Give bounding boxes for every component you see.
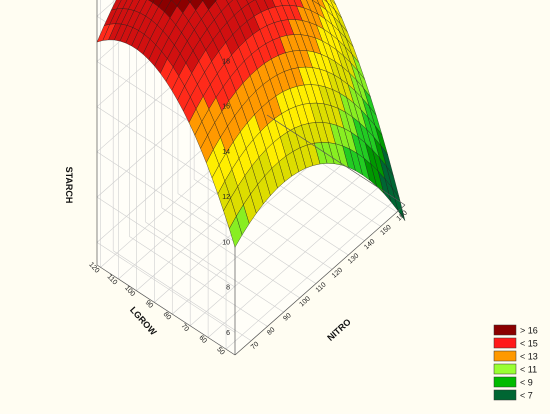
legend-label: < 9 xyxy=(520,378,533,388)
legend-swatch xyxy=(493,324,517,336)
legend: > 16 < 15 < 13 < 11 < 9 < 7 xyxy=(493,324,538,401)
box-edge xyxy=(234,204,406,356)
z-tick-label: 6 xyxy=(226,330,230,337)
z-gridline xyxy=(96,242,236,333)
z-tick-label: 18 xyxy=(222,59,230,66)
legend-label: < 13 xyxy=(520,352,538,362)
x-gridline xyxy=(161,207,300,299)
z-gridline xyxy=(96,196,236,288)
z-tick-label: 14 xyxy=(222,149,230,156)
x-gridline xyxy=(177,193,317,284)
y-gridline xyxy=(172,163,343,315)
y-gridline xyxy=(225,198,397,350)
x-tick-label: 90 xyxy=(282,312,293,322)
y-tick-label: 50 xyxy=(215,346,225,357)
z-tick-label: 8 xyxy=(226,285,230,292)
surface-cell xyxy=(229,215,243,248)
z-gridline xyxy=(96,106,236,197)
y-tick-label: 90 xyxy=(144,299,154,310)
legend-label: < 15 xyxy=(520,339,538,349)
x-gridline xyxy=(193,179,333,270)
y-tick-label: 80 xyxy=(162,311,172,322)
legend-swatch xyxy=(493,363,517,375)
legend-swatch xyxy=(493,389,517,401)
y-tick-label: 70 xyxy=(179,323,189,334)
legend-label: < 7 xyxy=(520,391,533,401)
legend-swatch xyxy=(493,337,517,349)
legend-swatch xyxy=(493,350,517,362)
surface-mesh xyxy=(96,0,406,248)
z-axis-title: STARCH xyxy=(64,167,74,204)
x-tick-label: 80 xyxy=(266,326,277,336)
z-tick-label: 16 xyxy=(222,104,230,111)
x-gridline xyxy=(145,221,284,313)
legend-label: < 11 xyxy=(520,365,537,375)
x-gridline xyxy=(129,236,268,327)
box-edge xyxy=(96,264,236,356)
z-tick-label: 12 xyxy=(222,194,230,201)
box-edge xyxy=(266,114,406,206)
y-axis-title: LGROW xyxy=(128,305,159,338)
y-gridline xyxy=(189,175,361,327)
legend-label: > 16 xyxy=(520,326,538,336)
x-axis-title: NITRO xyxy=(325,317,352,343)
surface-cell xyxy=(187,0,192,3)
legend-swatch xyxy=(493,376,517,388)
z-gridline xyxy=(96,151,236,243)
box-edges xyxy=(96,114,406,356)
x-tick-label: 70 xyxy=(250,341,261,351)
y-gridline xyxy=(207,187,379,338)
z-tick-label: 10 xyxy=(222,239,230,246)
y-tick-label: 60 xyxy=(197,334,207,345)
